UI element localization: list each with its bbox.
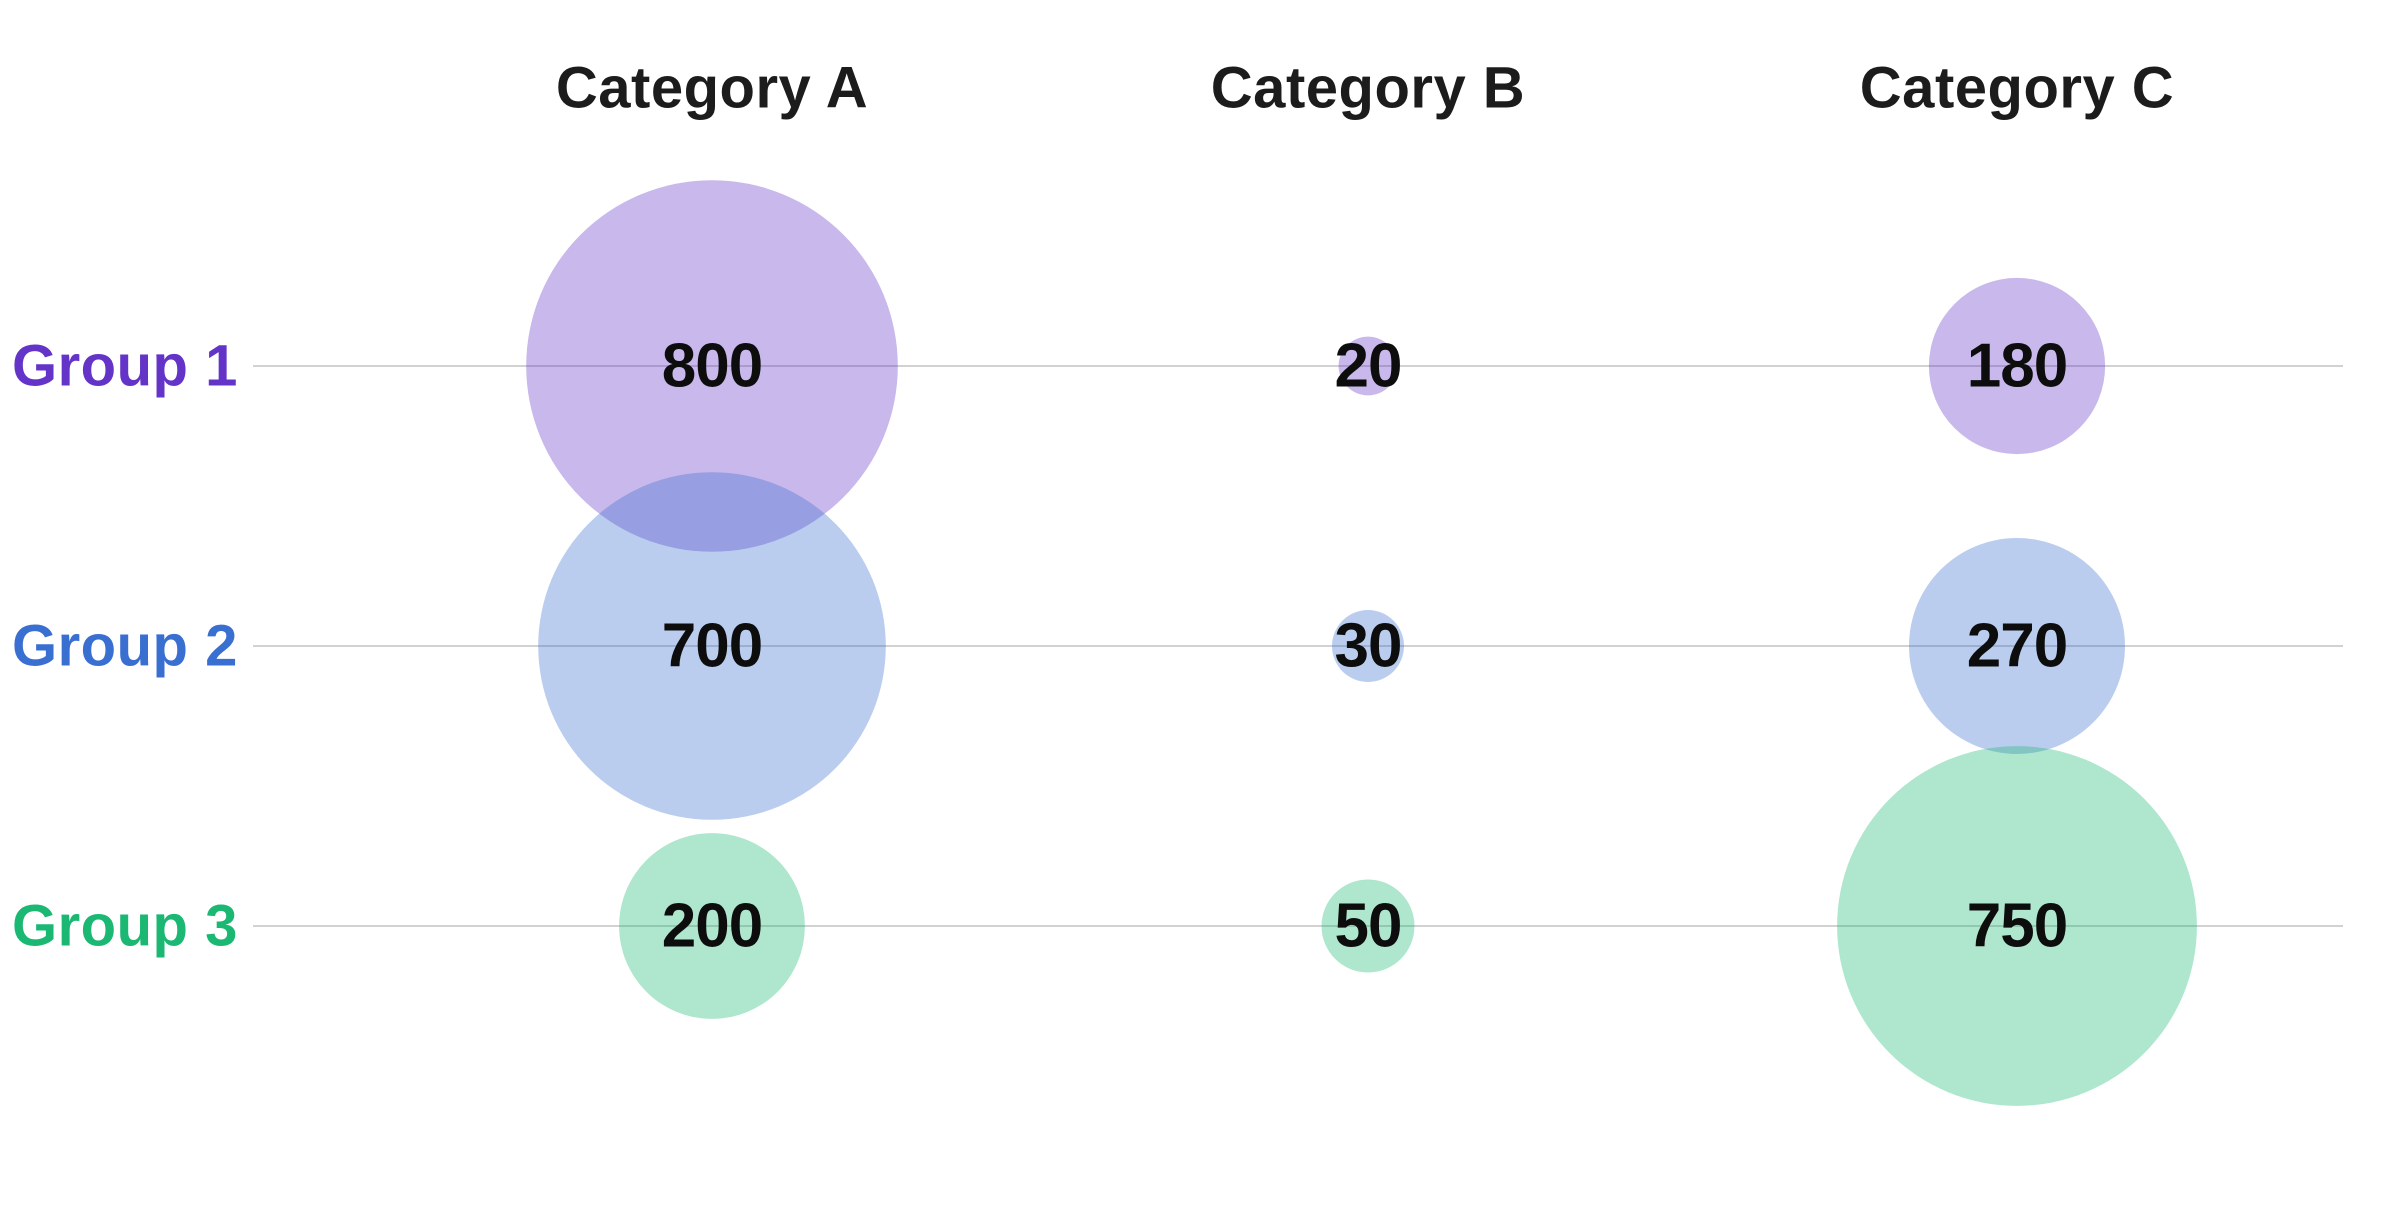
bubble-group-3-category-c xyxy=(1837,746,2197,1106)
bubble-group-3-category-a xyxy=(619,833,805,1019)
bubble-value-label: 180 xyxy=(1966,331,2068,401)
bubble-group-2-category-c xyxy=(1909,538,2125,754)
bubble-group-1-category-a xyxy=(526,180,898,552)
bubble-value-label: 200 xyxy=(661,891,763,961)
bubble-value-label: 270 xyxy=(1966,611,2068,681)
row-label-group-3: Group 3 xyxy=(12,893,238,959)
row-label-group-1: Group 1 xyxy=(12,333,238,399)
bubble-group-1-category-b xyxy=(1338,336,1398,396)
column-header-category-a: Category A xyxy=(555,55,869,121)
column-header-category-c: Category C xyxy=(1859,55,2175,121)
bubble-value-label: 20 xyxy=(1334,331,1403,401)
bubble-group-2-category-a xyxy=(538,472,886,820)
bubble-group-3-category-b xyxy=(1321,879,1415,973)
row-label-group-2: Group 2 xyxy=(12,613,238,679)
bubble-value-label: 750 xyxy=(1966,891,2068,961)
bubble-value-label: 30 xyxy=(1334,611,1403,681)
bubble-value-label: 800 xyxy=(661,331,763,401)
bubble-group-2-category-b xyxy=(1332,610,1404,682)
column-header-category-b: Category B xyxy=(1210,55,1526,121)
bubble-value-label: 700 xyxy=(661,611,763,681)
bubble-group-1-category-c xyxy=(1928,277,2106,455)
bubble-value-label: 50 xyxy=(1334,891,1403,961)
